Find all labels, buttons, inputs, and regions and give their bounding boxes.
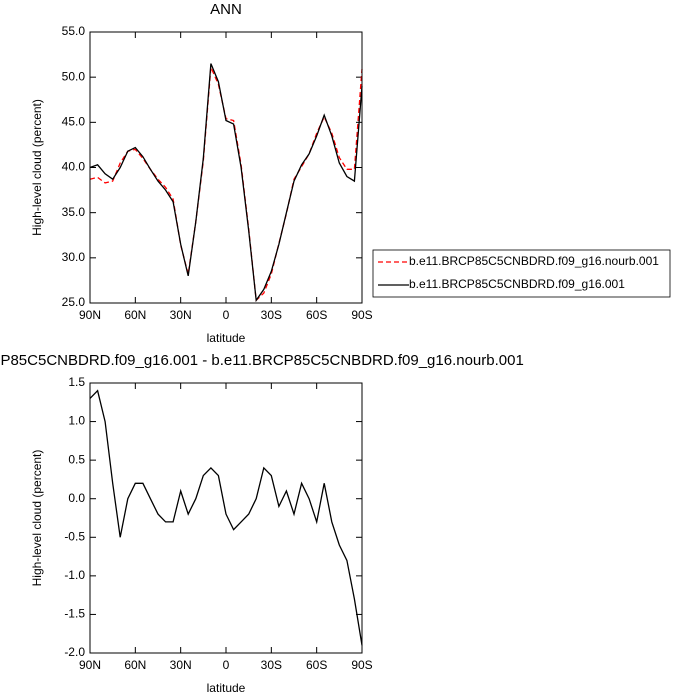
y-tick-label: 40.0 bbox=[62, 160, 86, 174]
x-tick-label: 60S bbox=[306, 308, 327, 322]
y-tick-label: 30.0 bbox=[62, 250, 86, 264]
y-tick-label: -1.5 bbox=[64, 607, 85, 621]
y-tick-label: -0.5 bbox=[64, 529, 85, 543]
series-line bbox=[89, 389, 363, 646]
legend-label: b.e11.BRCP85C5CNBDRD.f09_g16.001 bbox=[409, 277, 625, 291]
chart-title: ANN bbox=[210, 1, 242, 18]
series-line bbox=[89, 63, 363, 303]
y-tick-label: 45.0 bbox=[62, 115, 86, 129]
plot-frame bbox=[89, 382, 363, 654]
x-tick-label: 90S bbox=[351, 658, 372, 672]
x-tick-label: 60S bbox=[306, 658, 327, 672]
x-tick-label: 30N bbox=[170, 308, 192, 322]
x-axis-label: latitude bbox=[207, 331, 246, 345]
y-tick-label: -1.0 bbox=[64, 568, 85, 582]
y-tick-label: 50.0 bbox=[62, 69, 86, 83]
x-tick-label: 30S bbox=[261, 308, 282, 322]
x-tick-label: 30N bbox=[170, 658, 192, 672]
x-axis-label: latitude bbox=[207, 681, 246, 695]
legend-label: b.e11.BRCP85C5CNBDRD.f09_g16.nourb.001 bbox=[409, 254, 659, 268]
y-axis-label: High-level cloud (percent) bbox=[30, 99, 44, 236]
y-tick-label: 1.0 bbox=[68, 414, 85, 428]
chart-title: b.e11.BRCP85C5CNBDRD.f09_g16.001 - b.e11… bbox=[0, 352, 524, 369]
legend-box bbox=[372, 249, 671, 298]
x-tick-label: 30S bbox=[261, 658, 282, 672]
series-line bbox=[89, 66, 363, 302]
x-tick-label: 60N bbox=[124, 308, 146, 322]
y-tick-label: 25.0 bbox=[62, 295, 86, 309]
x-tick-label: 90N bbox=[79, 308, 101, 322]
y-tick-label: 0.5 bbox=[68, 452, 85, 466]
x-tick-label: 60N bbox=[124, 658, 146, 672]
y-axis-label: High-level cloud (percent) bbox=[30, 450, 44, 587]
y-tick-label: 35.0 bbox=[62, 205, 86, 219]
plot-frame bbox=[89, 31, 363, 304]
y-tick-label: -2.0 bbox=[64, 645, 85, 659]
y-tick-label: 1.5 bbox=[68, 375, 85, 389]
x-tick-label: 0 bbox=[223, 658, 230, 672]
y-tick-label: 0.0 bbox=[68, 491, 85, 505]
y-tick-label: 55.0 bbox=[62, 24, 86, 38]
x-tick-label: 90N bbox=[79, 658, 101, 672]
x-tick-label: 90S bbox=[351, 308, 372, 322]
x-tick-label: 0 bbox=[223, 308, 230, 322]
